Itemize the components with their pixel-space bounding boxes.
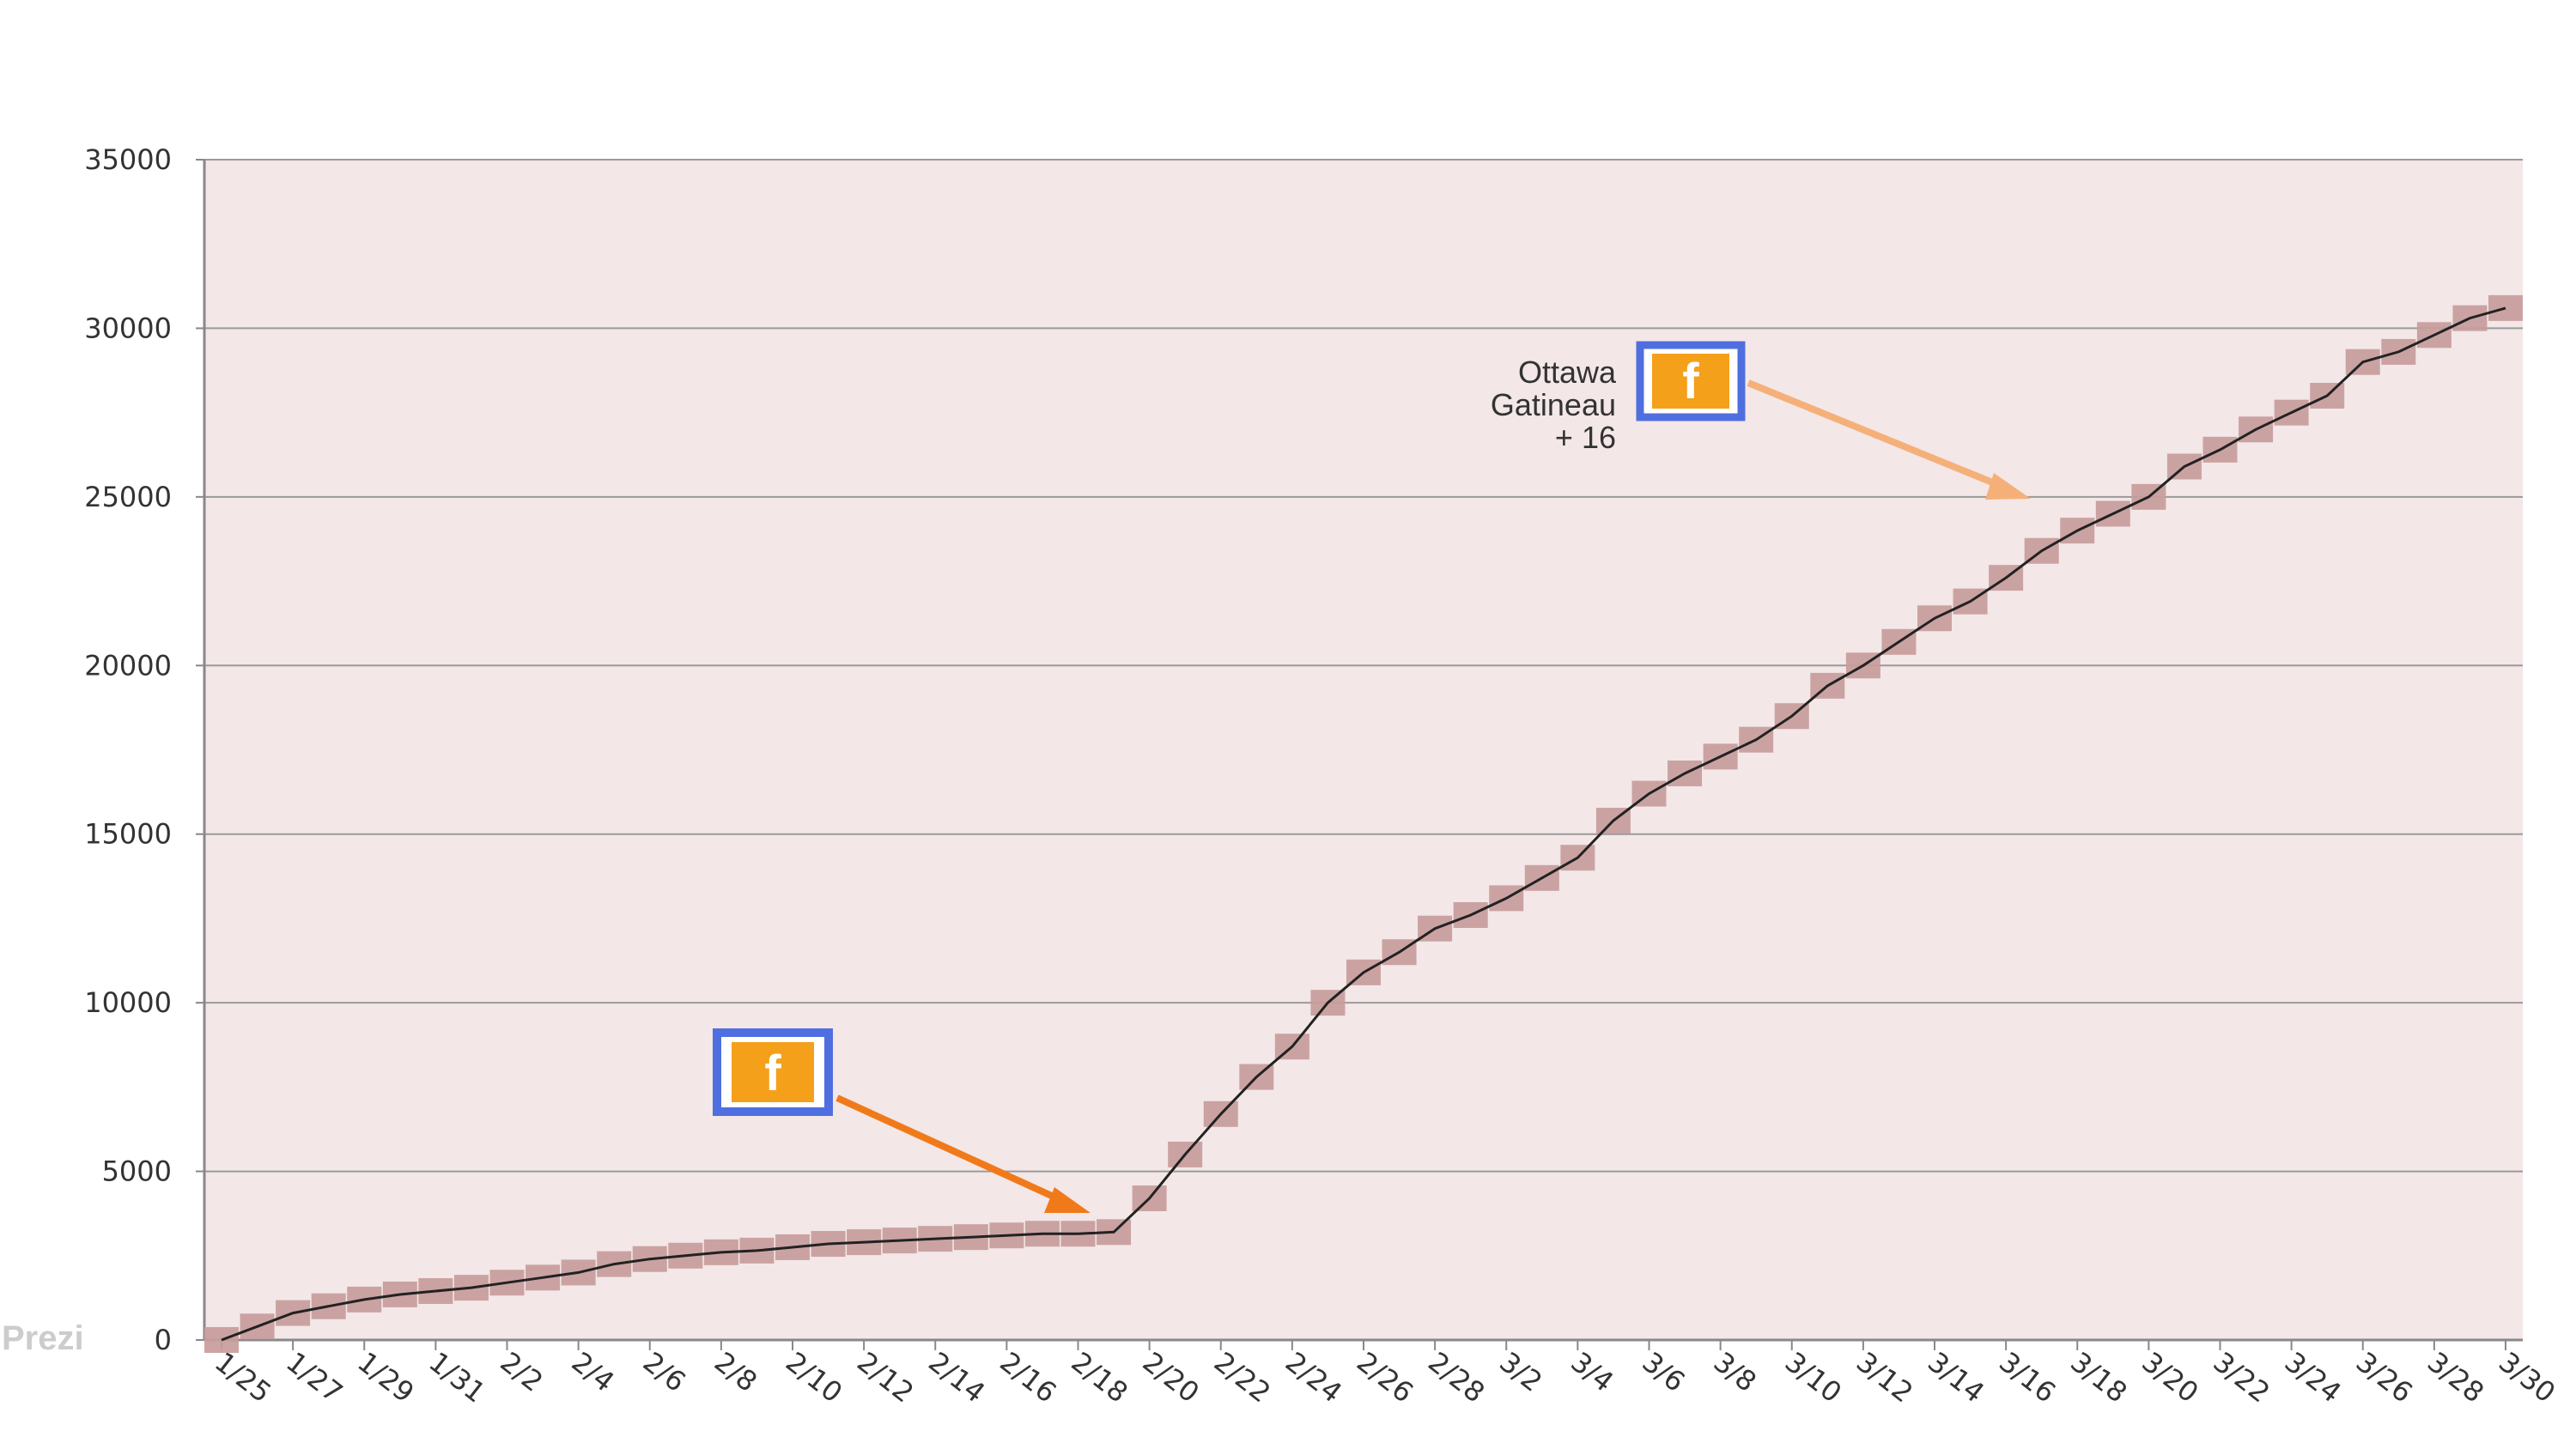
- plot-background: [204, 160, 2523, 1340]
- grid-lines: [204, 159, 2523, 1173]
- arrowhead-2: [1985, 473, 2031, 500]
- x-tick-label: 1/25: [209, 1345, 277, 1409]
- x-tick-label: 3/10: [1779, 1345, 1848, 1409]
- x-tick-label: 3/2: [1493, 1345, 1548, 1398]
- x-tick-label: 1/27: [280, 1345, 349, 1409]
- x-tick-label: 3/14: [1922, 1345, 1990, 1409]
- x-tick-label: 1/31: [422, 1345, 491, 1409]
- x-tick-label: 2/16: [993, 1345, 1062, 1409]
- y-tick-label: 5000: [102, 1155, 172, 1188]
- x-tick-label: 2/22: [1208, 1345, 1277, 1409]
- x-axis: 1/25 1/27 1/29 1/31 2/2 2/4 2/6 2/8 2/10 2/12 2/14…: [209, 1340, 2561, 1410]
- prezi-watermark: Prezi: [2, 1319, 84, 1357]
- x-tick-label: 2/4: [566, 1345, 621, 1398]
- trend-line: [221, 306, 2506, 1342]
- x-tick-label: 3/4: [1564, 1345, 1619, 1398]
- x-tick-label: 1/29: [351, 1345, 420, 1409]
- annotation-label-1: Ottawa: [1518, 355, 1617, 390]
- x-tick-label: 2/20: [1137, 1345, 1206, 1409]
- x-tick-label: 2/12: [851, 1345, 920, 1409]
- y-tick-label: 25000: [84, 481, 172, 513]
- annotation-arrow-2: [1747, 379, 2007, 491]
- annotation-1: f: [713, 1028, 1091, 1213]
- x-tick-label: 3/20: [2136, 1345, 2204, 1409]
- x-tick-label: 2/26: [1351, 1345, 1419, 1409]
- x-tick-label: 2/24: [1279, 1345, 1348, 1409]
- facebook-icon-glyph: f: [1682, 354, 1699, 409]
- x-tick-label: 3/8: [1708, 1345, 1763, 1398]
- x-tick-label: 3/6: [1637, 1345, 1692, 1398]
- y-tick-label: 35000: [84, 143, 172, 176]
- annotation-2: Ottawa Gatineau + 16 f: [1491, 341, 2031, 500]
- y-tick-label: 10000: [84, 986, 172, 1019]
- y-tick-label: 0: [155, 1324, 172, 1356]
- x-tick-label: 3/24: [2279, 1345, 2348, 1409]
- x-tick-label: 2/28: [1422, 1345, 1491, 1409]
- x-tick-label: 2/8: [708, 1345, 763, 1398]
- annotation-label-2: Gatineau: [1491, 387, 1616, 422]
- annotation-label-3: + 16: [1555, 420, 1616, 455]
- x-tick-label: 3/18: [2064, 1345, 2133, 1409]
- x-tick-label: 3/12: [1850, 1345, 1919, 1409]
- facebook-icon-glyph: f: [764, 1046, 781, 1101]
- x-tick-label: 3/30: [2493, 1345, 2561, 1409]
- x-tick-label: 3/22: [2208, 1345, 2276, 1409]
- y-tick-label: 30000: [84, 312, 172, 344]
- x-tick-label: 2/18: [1066, 1345, 1134, 1409]
- x-tick-label: 2/2: [495, 1345, 550, 1398]
- facebook-icon: [1652, 354, 1729, 409]
- arrowhead-1: [1044, 1187, 1091, 1213]
- y-tick-label: 20000: [84, 649, 172, 682]
- y-axis: 0 5000 10000 15000 20000 25000 30000 35000: [84, 143, 204, 1356]
- x-tick-label: 2/6: [637, 1345, 692, 1398]
- x-tick-label: 2/10: [780, 1345, 848, 1409]
- x-tick-label: 2/14: [922, 1345, 991, 1409]
- facebook-icon: [732, 1042, 814, 1102]
- x-tick-label: 3/26: [2350, 1345, 2419, 1409]
- x-tick-label: 3/28: [2421, 1345, 2490, 1409]
- data-point: [2488, 294, 2523, 321]
- x-tick-label: 3/16: [1993, 1345, 2062, 1409]
- annotation-arrow-1: [835, 1094, 1066, 1205]
- y-tick-label: 15000: [84, 818, 172, 851]
